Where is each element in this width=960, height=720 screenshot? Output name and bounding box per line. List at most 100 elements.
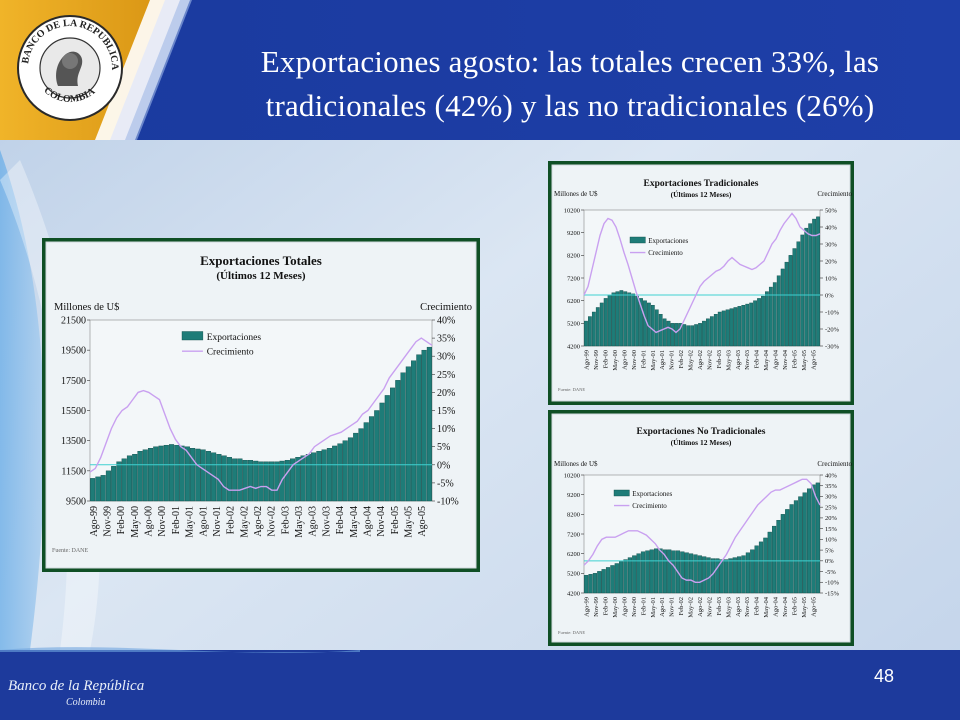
y2-tick-label: 35%: [825, 483, 838, 490]
x-tick-label: Nov-02: [706, 597, 713, 617]
exportaciones-bar: [311, 452, 317, 502]
chart-source: Fuente: DANE: [558, 630, 585, 635]
exportaciones-bar: [643, 300, 647, 347]
y-tick-label: 13500: [61, 436, 86, 447]
exportaciones-bar: [780, 268, 785, 347]
x-tick-label: Ago-03: [308, 506, 319, 537]
y-tick-label: 9200: [567, 230, 580, 237]
y2-tick-label: 40%: [825, 472, 838, 479]
exportaciones-bar: [686, 325, 691, 347]
x-tick-label: Feb-02: [678, 350, 685, 368]
y2-tick-label: -10%: [825, 309, 840, 316]
y2-tick-label: -30%: [825, 343, 840, 350]
exportaciones-bar: [639, 298, 643, 347]
legend-exportaciones-label: Exportaciones: [207, 333, 262, 343]
exportaciones-bar: [706, 557, 711, 594]
exportaciones-bar: [627, 557, 632, 594]
y2-tick-label: -10%: [437, 497, 459, 508]
x-tick-label: Ago-04: [773, 349, 780, 370]
exportaciones-bar: [321, 449, 327, 502]
exportaciones-bar: [706, 318, 710, 347]
exportaciones-bar: [715, 558, 720, 594]
x-tick-label: Nov-02: [267, 506, 278, 537]
exportaciones-bar: [802, 492, 807, 594]
exportaciones-bar: [808, 223, 813, 347]
exportaciones-bar: [666, 320, 671, 347]
exportaciones-bar: [395, 380, 401, 502]
exportaciones-bar: [599, 302, 604, 347]
exportaciones-bar: [300, 455, 306, 502]
exportaciones-bar: [650, 304, 655, 347]
exportaciones-bar: [374, 410, 380, 502]
exportaciones-bar: [658, 548, 663, 594]
crecimiento-line: [89, 337, 433, 491]
legend-exportaciones-label: Exportaciones: [648, 237, 688, 245]
x-tick-label: Nov-04: [782, 349, 789, 370]
x-tick-label: Nov-00: [631, 597, 638, 617]
exportaciones-bar: [421, 349, 427, 502]
exportaciones-bar: [611, 292, 616, 347]
chart-title: Exportaciones No Tradicionales: [637, 427, 766, 437]
chart-tradicionales-svg: Exportaciones Tradicionales(Últimos 12 M…: [548, 161, 854, 405]
exportaciones-bar: [284, 460, 290, 502]
exportaciones-bar: [379, 402, 385, 502]
x-tick-label: May-01: [185, 506, 196, 538]
y-tick-label: 10200: [564, 207, 580, 214]
exportaciones-bar: [592, 573, 598, 594]
x-tick-label: Feb-03: [716, 597, 723, 615]
exportaciones-bar: [709, 316, 714, 347]
y2-tick-label: 15%: [437, 406, 455, 417]
exportaciones-bar: [758, 541, 764, 594]
exportaciones-bar: [662, 549, 667, 594]
exportaciones-bar: [702, 320, 706, 347]
exportaciones-bar: [153, 446, 159, 502]
exportaciones-bar: [347, 437, 353, 502]
exportaciones-bar: [670, 323, 675, 347]
legend-exportaciones-swatch: [613, 489, 630, 497]
exportaciones-bar: [588, 574, 593, 594]
exportaciones-bar: [792, 248, 797, 347]
y2-tick-label: 30%: [825, 494, 838, 501]
x-tick-label: Feb-01: [171, 506, 182, 534]
exportaciones-bar: [627, 292, 632, 347]
exportaciones-bar: [754, 545, 759, 594]
exportaciones-bar: [733, 307, 738, 347]
exportaciones-bar: [195, 448, 201, 502]
x-tick-label: Ago-05: [810, 597, 817, 617]
x-tick-label: Ago-99: [584, 597, 591, 617]
exportaciones-bar: [100, 475, 106, 502]
exportaciones-bar: [416, 354, 422, 502]
chart-subtitle: (Últimos 12 Meses): [671, 189, 732, 199]
y-tick-label: 21500: [61, 316, 86, 327]
exportaciones-bar: [332, 445, 338, 502]
x-tick-label: Feb-00: [603, 350, 610, 368]
plot-area: [583, 209, 821, 347]
x-tick-label: Nov-04: [782, 596, 789, 617]
x-tick-label: Feb-04: [754, 596, 761, 615]
exportaciones-bar: [405, 366, 411, 502]
x-tick-label: Feb-04: [335, 506, 346, 534]
exportaciones-bar: [763, 537, 768, 594]
exportaciones-bar: [682, 324, 687, 347]
y-tick-label: 6200: [567, 298, 580, 305]
x-tick-label: May-02: [688, 597, 695, 618]
exportaciones-bar: [316, 451, 322, 502]
y2-tick-label: 0%: [825, 292, 834, 299]
x-tick-label: May-02: [688, 350, 695, 371]
x-tick-label: Nov-03: [744, 597, 751, 617]
y2-tick-label: -15%: [825, 590, 840, 597]
exportaciones-bar: [614, 563, 619, 594]
y-tick-label: 8200: [567, 253, 580, 260]
exportaciones-bar: [158, 445, 164, 502]
x-tick-label: Ago-02: [697, 597, 704, 617]
exportaciones-bar: [295, 457, 301, 502]
exportaciones-bar: [105, 470, 111, 502]
exportaciones-bar: [342, 440, 348, 502]
y-tick-label: 8200: [567, 512, 580, 519]
legend-crecimiento-label: Crecimiento: [207, 348, 254, 358]
y2-tick-label: 10%: [825, 537, 838, 544]
x-tick-label: Ago-00: [621, 597, 628, 617]
x-tick-label: Ago-00: [621, 350, 628, 370]
exportaciones-bar: [757, 298, 761, 347]
crecimiento-line: [583, 212, 821, 334]
